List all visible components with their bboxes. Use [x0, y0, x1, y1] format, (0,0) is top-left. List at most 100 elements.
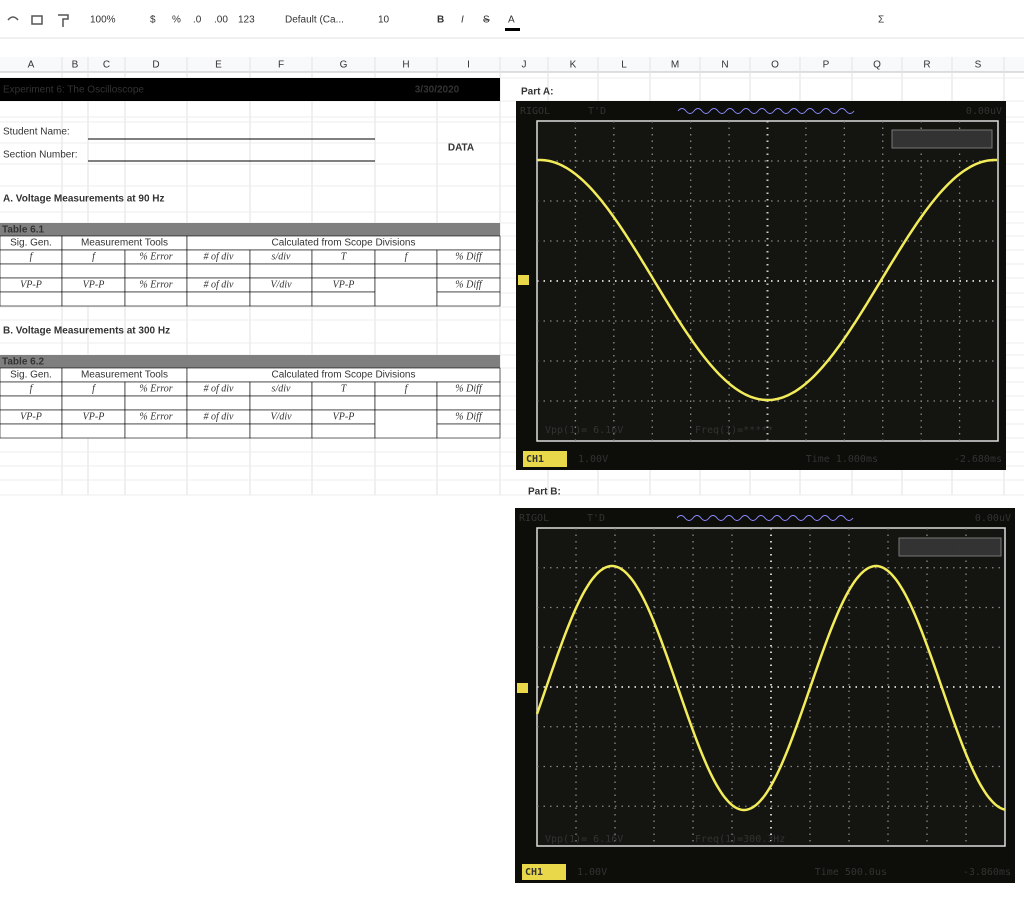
- column-header[interactable]: R: [923, 60, 930, 71]
- table-cell: [186, 395, 251, 411]
- table-cell: [61, 263, 126, 279]
- table-cell-label: f: [405, 383, 409, 394]
- waveform: [536, 158, 997, 402]
- table-cell-label: % Error: [139, 411, 172, 422]
- toolbar-button[interactable]: I: [461, 15, 464, 26]
- table-cell: [374, 277, 438, 307]
- table-cell-label: s/div: [272, 383, 291, 394]
- sheet-date: 3/30/2020: [415, 85, 460, 96]
- column-header[interactable]: A: [28, 60, 35, 71]
- table-cell-label: % Diff: [455, 251, 483, 262]
- trigger-level: 0.00uV: [966, 106, 1002, 117]
- table-cell: [61, 291, 126, 307]
- toolbar-button[interactable]: S: [483, 15, 490, 26]
- channel-box: [523, 451, 567, 467]
- column-header[interactable]: D: [152, 60, 159, 71]
- column-header[interactable]: N: [721, 60, 728, 71]
- column-header[interactable]: S: [975, 60, 982, 71]
- column-header[interactable]: C: [103, 60, 110, 71]
- toolbar-button[interactable]: %: [172, 15, 181, 26]
- channel-label: CH1: [525, 867, 543, 878]
- toolbar-button[interactable]: 123: [238, 15, 255, 26]
- trigger-waveform-indicator: [677, 108, 855, 114]
- column-header[interactable]: K: [570, 60, 577, 71]
- table-caption-band: [0, 355, 500, 368]
- table-cell: [0, 263, 63, 279]
- time-base: Time 500.0us: [815, 867, 887, 878]
- channel-marker: [517, 683, 528, 693]
- column-header[interactable]: Q: [873, 60, 881, 71]
- table-cell: [61, 395, 126, 411]
- scope-brand: RIGOL: [519, 513, 549, 524]
- table-cell: [436, 423, 501, 439]
- trigger-offset: -3.860ms: [963, 867, 1011, 878]
- table-cell: [0, 423, 63, 439]
- part-label: Part A:: [521, 87, 553, 98]
- waveform: [535, 564, 1006, 812]
- column-header[interactable]: O: [771, 60, 779, 71]
- toolbar-button[interactable]: B: [437, 15, 444, 26]
- table-group-header: Sig. Gen.: [10, 370, 52, 381]
- table-group-header: Measurement Tools: [81, 238, 168, 249]
- trigger-level: 0.00uV: [975, 513, 1011, 524]
- table-cell: [186, 423, 251, 439]
- column-header[interactable]: L: [621, 60, 627, 71]
- measurement-vpp: Vpp(1)= 6.16V: [545, 425, 623, 436]
- column-header[interactable]: E: [215, 60, 222, 71]
- table-group-header: Calculated from Scope Divisions: [272, 370, 416, 381]
- table-caption-band: [0, 223, 500, 236]
- scope-status: T'D: [588, 106, 606, 117]
- data-label: DATA: [448, 143, 474, 154]
- table-cell: [124, 263, 188, 279]
- table-cell-label: % Diff: [455, 383, 483, 394]
- table-cell-label: % Diff: [455, 411, 483, 422]
- toolbar-button[interactable]: .0: [193, 15, 202, 26]
- toolbar-button[interactable]: Default (Ca...: [285, 15, 344, 26]
- sheet-title: Experiment 6: The Oscilloscope: [3, 85, 144, 96]
- table-cell-label: f: [92, 383, 96, 394]
- toolbar-icons: [7, 14, 69, 27]
- table-cell-label: T: [341, 251, 348, 262]
- column-header[interactable]: P: [823, 60, 830, 71]
- table-cell: [124, 423, 188, 439]
- table-cell: [311, 423, 376, 439]
- section-heading: A. Voltage Measurements at 90 Hz: [3, 194, 165, 205]
- channel-marker: [518, 275, 529, 285]
- trigger-frequency: 299.997Hz: [903, 542, 957, 553]
- column-header[interactable]: M: [671, 60, 679, 71]
- table-cell-label: f: [405, 251, 409, 262]
- table-group-header: Calculated from Scope Divisions: [272, 238, 416, 249]
- table-cell-label: f: [92, 251, 96, 262]
- column-header[interactable]: H: [402, 60, 409, 71]
- scope-screen: [536, 120, 999, 442]
- trigger-waveform-indicator: [676, 515, 854, 521]
- column-header[interactable]: F: [278, 60, 284, 71]
- trigger-freq-box: [891, 129, 993, 149]
- table-cell: [374, 409, 438, 439]
- section-number-label: Section Number:: [3, 150, 77, 161]
- toolbar-button[interactable]: Σ: [878, 15, 884, 26]
- table-cell: [0, 291, 63, 307]
- table-caption: Table 6.2: [2, 357, 44, 368]
- column-header[interactable]: G: [340, 60, 348, 71]
- toolbar-button[interactable]: A: [508, 15, 515, 26]
- table-cell-label: VP-P: [20, 411, 42, 422]
- toolbar-button[interactable]: 10: [378, 15, 390, 26]
- scopes: Part A: RIGOL T'D 0.00uV 89.9993Hz Vpp(1)= 6.…: [515, 87, 1015, 883]
- column-header[interactable]: I: [467, 60, 470, 71]
- table-cell: [249, 395, 313, 411]
- scope-status: T'D: [587, 513, 605, 524]
- table-cell: [186, 291, 251, 307]
- measurement-vpp: Vpp(1)= 6.16V: [545, 834, 623, 845]
- table-cell-label: # of div: [204, 279, 235, 290]
- toolbar-button[interactable]: $: [150, 15, 156, 26]
- table-cell-label: VP-P: [333, 279, 355, 290]
- column-header[interactable]: B: [72, 60, 79, 71]
- toolbar-button[interactable]: 100%: [90, 15, 116, 26]
- title-band: [0, 78, 500, 101]
- table-cell-label: V/div: [270, 279, 292, 290]
- toolbar-button[interactable]: .00: [214, 15, 228, 26]
- column-header[interactable]: J: [522, 60, 527, 71]
- measurement-freq: Freq(1)=*****: [695, 425, 773, 436]
